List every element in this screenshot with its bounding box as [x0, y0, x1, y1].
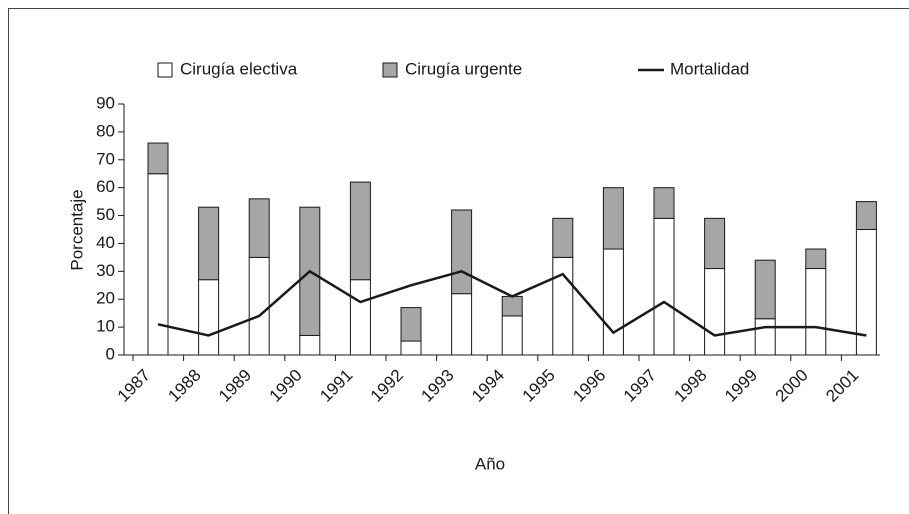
bar — [501, 315, 523, 356]
bar — [147, 173, 169, 356]
bar — [400, 340, 422, 356]
x-tick-label: 1992 — [367, 366, 407, 406]
bar — [400, 307, 422, 342]
bar — [349, 279, 371, 356]
x-tick-label: 1989 — [215, 366, 255, 406]
x-tick-label: 2001 — [822, 366, 862, 406]
y-tick-label: 40 — [96, 233, 115, 252]
bar — [704, 268, 726, 356]
bar — [805, 268, 827, 356]
bar — [248, 256, 270, 356]
x-tick-label: 1991 — [316, 366, 356, 406]
bar — [805, 248, 827, 270]
line — [157, 269, 867, 337]
bar — [855, 229, 877, 356]
y-axis-label: Porcentaje — [67, 189, 86, 270]
legend-label: Cirugía electiva — [180, 59, 298, 78]
y-tick-label: 20 — [96, 289, 115, 308]
bar — [501, 295, 523, 317]
x-tick-label: 1988 — [164, 366, 204, 406]
bar — [248, 198, 270, 258]
x-tick-label: 1995 — [519, 366, 559, 406]
legend-swatch — [382, 62, 398, 78]
x-tick-label: 1987 — [114, 366, 154, 406]
x-tick-label: 1999 — [721, 366, 761, 406]
frame — [8, 8, 909, 514]
x-axis-label: Año — [475, 454, 505, 473]
x-tick-label: 1994 — [468, 366, 508, 406]
x-tick-label: 2000 — [772, 366, 812, 406]
y-tick-label: 10 — [96, 317, 115, 336]
bar — [602, 187, 624, 250]
y-tick-label: 30 — [96, 261, 115, 280]
y-tick-label: 70 — [96, 149, 115, 168]
bar — [754, 318, 776, 356]
bar — [754, 259, 776, 320]
bar — [451, 293, 473, 356]
bar — [198, 279, 220, 356]
bar — [552, 256, 574, 356]
bar — [704, 217, 726, 270]
x-tick-label: 1998 — [670, 366, 710, 406]
bar — [653, 217, 675, 356]
bar — [299, 334, 321, 356]
legend-swatch — [157, 62, 173, 78]
legend-label: Mortalidad — [670, 59, 749, 78]
legend-label: Cirugía urgente — [405, 59, 522, 78]
y-tick-label: 80 — [96, 121, 115, 140]
bar — [349, 181, 371, 281]
bar — [451, 209, 473, 295]
bar — [552, 217, 574, 258]
bar — [147, 142, 169, 175]
bar — [602, 248, 624, 356]
y-tick-label: 50 — [96, 205, 115, 224]
x-tick-label: 1993 — [417, 366, 457, 406]
x-tick-label: 1997 — [620, 366, 660, 406]
y-tick-label: 90 — [96, 93, 115, 112]
y-tick-label: 60 — [96, 177, 115, 196]
bar — [198, 206, 220, 281]
x-tick-label: 1990 — [266, 366, 306, 406]
x-tick-label: 1996 — [569, 366, 609, 406]
bar — [855, 201, 877, 231]
bar — [653, 187, 675, 219]
y-tick-label: 0 — [106, 344, 115, 363]
